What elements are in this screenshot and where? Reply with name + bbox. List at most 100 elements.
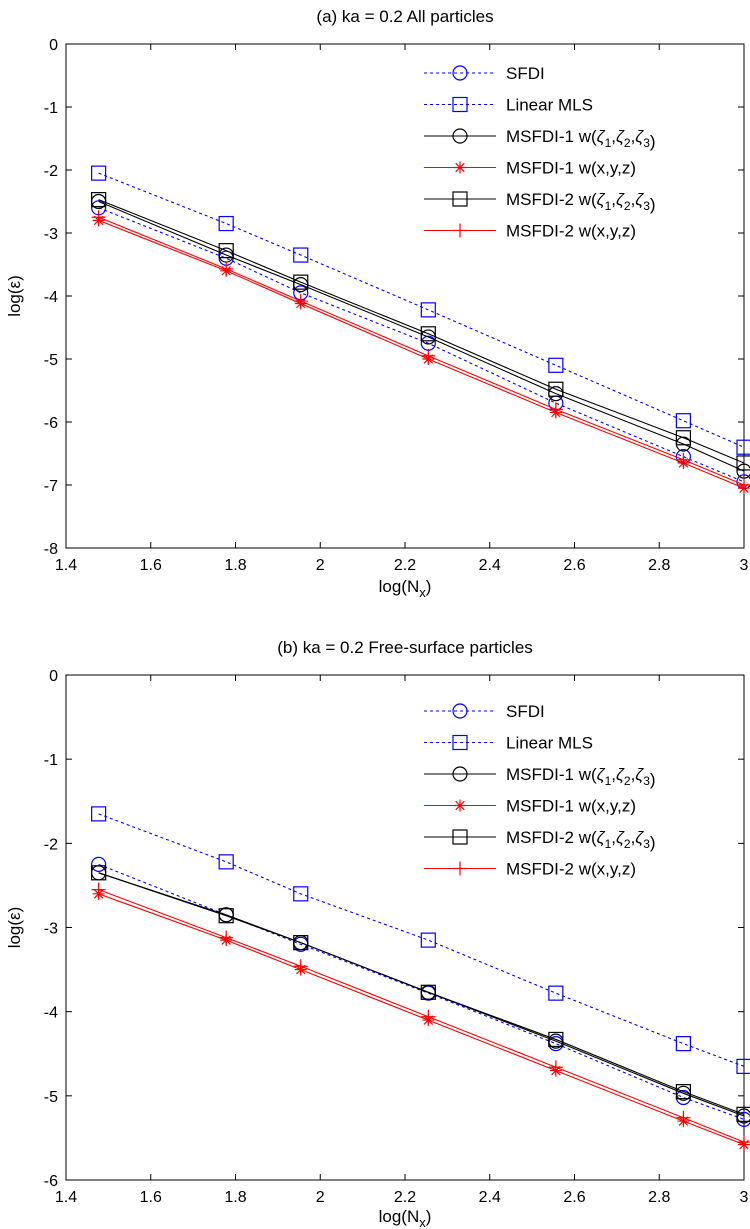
- series-line: [98, 216, 745, 486]
- y-tick-label: -6: [44, 1173, 58, 1190]
- data-point: [675, 430, 692, 446]
- legend: SFDI Linear MLS MSFDI-1 w(ζ1,ζ2,ζ3) MSFDI-1…: [424, 702, 656, 879]
- data-point: [548, 985, 564, 1001]
- chart-b: (b) ka = 0.2 Free-surface particles 1.4 1.…: [5, 638, 750, 1229]
- legend-label: SFDI: [506, 702, 545, 721]
- data-point: [736, 455, 750, 471]
- data-point: [91, 865, 107, 881]
- x-tick-label: 1.6: [140, 557, 162, 574]
- x-axis-label: log(Nx): [379, 1207, 432, 1229]
- x-tick-label: 2.2: [394, 557, 416, 574]
- y-tick-label: -6: [44, 415, 58, 432]
- data-point: [548, 1031, 564, 1048]
- data-point: [420, 326, 436, 342]
- data-point: [91, 192, 107, 208]
- y-tick-label: -4: [44, 289, 58, 306]
- legend-label: MSFDI-2 w(ζ1,ζ2,ζ3): [506, 828, 656, 852]
- y-tick-label: -4: [44, 1005, 58, 1022]
- chart-title: (a) ka = 0.2 All particles: [316, 7, 493, 26]
- data-point: [91, 210, 106, 225]
- data-point: [676, 1110, 691, 1125]
- data-point: [548, 357, 564, 373]
- data-point: [218, 908, 234, 924]
- x-tick-label: 2.2: [394, 1189, 416, 1206]
- x-tick-label: 1.6: [140, 1189, 162, 1206]
- y-tick-label: -2: [44, 836, 58, 853]
- y-axis-label: log(ε): [5, 275, 24, 317]
- x-tick-label: 1.4: [55, 557, 77, 574]
- series-5: [91, 882, 750, 1150]
- y-tick-label: -5: [44, 352, 58, 369]
- data-point: [293, 886, 309, 902]
- legend-label: MSFDI-2 w(x,y,z): [506, 860, 636, 879]
- data-point: [91, 806, 107, 822]
- data-point: [91, 882, 106, 897]
- legend: SFDI Linear MLS MSFDI-1 w(ζ1,ζ2,ζ3) MSFDI-1…: [424, 64, 656, 241]
- legend-marker: [454, 799, 466, 812]
- y-tick-label: -1: [44, 100, 58, 117]
- series-1: [91, 165, 750, 455]
- data-point: [293, 959, 308, 974]
- legend-marker: [452, 766, 468, 782]
- legend-marker: [452, 734, 468, 751]
- legend-label: MSFDI-1 w(x,y,z): [506, 159, 636, 178]
- legend-marker: [452, 128, 468, 144]
- y-tick-label: 0: [49, 668, 58, 685]
- y-tick-label: -1: [44, 752, 58, 769]
- legend-marker: [452, 829, 468, 845]
- data-point: [293, 294, 308, 309]
- series-3: [92, 887, 750, 1151]
- x-tick-label: 2: [316, 557, 325, 574]
- series-line: [98, 199, 745, 464]
- data-point: [219, 930, 234, 945]
- data-point: [675, 1084, 692, 1100]
- legend-marker: [453, 223, 467, 238]
- x-tick-label: 3: [740, 1189, 749, 1206]
- series-line: [98, 207, 745, 483]
- data-point: [218, 243, 234, 259]
- series-5: [91, 210, 750, 492]
- data-point: [548, 1060, 563, 1075]
- x-axis-label: log(Nx): [379, 577, 432, 600]
- x-tick-label: 2.8: [648, 557, 670, 574]
- data-point: [736, 1106, 750, 1122]
- data-point: [293, 247, 309, 263]
- series-line: [98, 889, 745, 1143]
- y-tick-label: -2: [44, 163, 58, 180]
- data-point: [420, 932, 436, 948]
- series-4: [91, 192, 750, 471]
- legend-marker: [452, 191, 468, 207]
- data-point: [736, 1058, 750, 1074]
- legend-marker: [453, 861, 467, 876]
- data-point: [548, 381, 564, 397]
- legend-label: Linear MLS: [506, 96, 593, 115]
- x-tick-label: 2.4: [479, 557, 501, 574]
- data-point: [219, 261, 234, 276]
- data-point: [737, 1135, 750, 1150]
- series-line: [98, 893, 745, 1146]
- x-tick-label: 1.8: [224, 1189, 246, 1206]
- plot-area: [65, 43, 745, 549]
- x-tick-label: 3: [740, 557, 749, 574]
- legend-marker: [452, 96, 468, 113]
- chart-a: (a) ka = 0.2 All particles 1.4 1.6 1.8 2 2.2 2…: [5, 7, 750, 600]
- legend-label: MSFDI-1 w(ζ1,ζ2,ζ3): [506, 765, 656, 789]
- series-3: [92, 214, 750, 495]
- legend-label: MSFDI-1 w(x,y,z): [506, 797, 636, 816]
- data-point: [736, 439, 750, 455]
- x-tick-label: 1.4: [55, 1189, 77, 1206]
- legend-label: Linear MLS: [506, 734, 593, 753]
- legend-label: MSFDI-2 w(x,y,z): [506, 222, 636, 241]
- chart-title: (b) ka = 0.2 Free-surface particles: [277, 638, 533, 657]
- data-point: [91, 856, 107, 872]
- data-point: [421, 1009, 436, 1024]
- data-point: [676, 452, 691, 467]
- series-line: [98, 872, 745, 1115]
- series-line: [98, 172, 745, 448]
- legend-marker: [452, 703, 468, 719]
- data-point: [737, 478, 750, 492]
- data-point: [675, 413, 692, 429]
- series-1: [91, 806, 750, 1074]
- x-tick-label: 2.6: [563, 1189, 585, 1206]
- legend-label: MSFDI-1 w(ζ1,ζ2,ζ3): [506, 127, 656, 151]
